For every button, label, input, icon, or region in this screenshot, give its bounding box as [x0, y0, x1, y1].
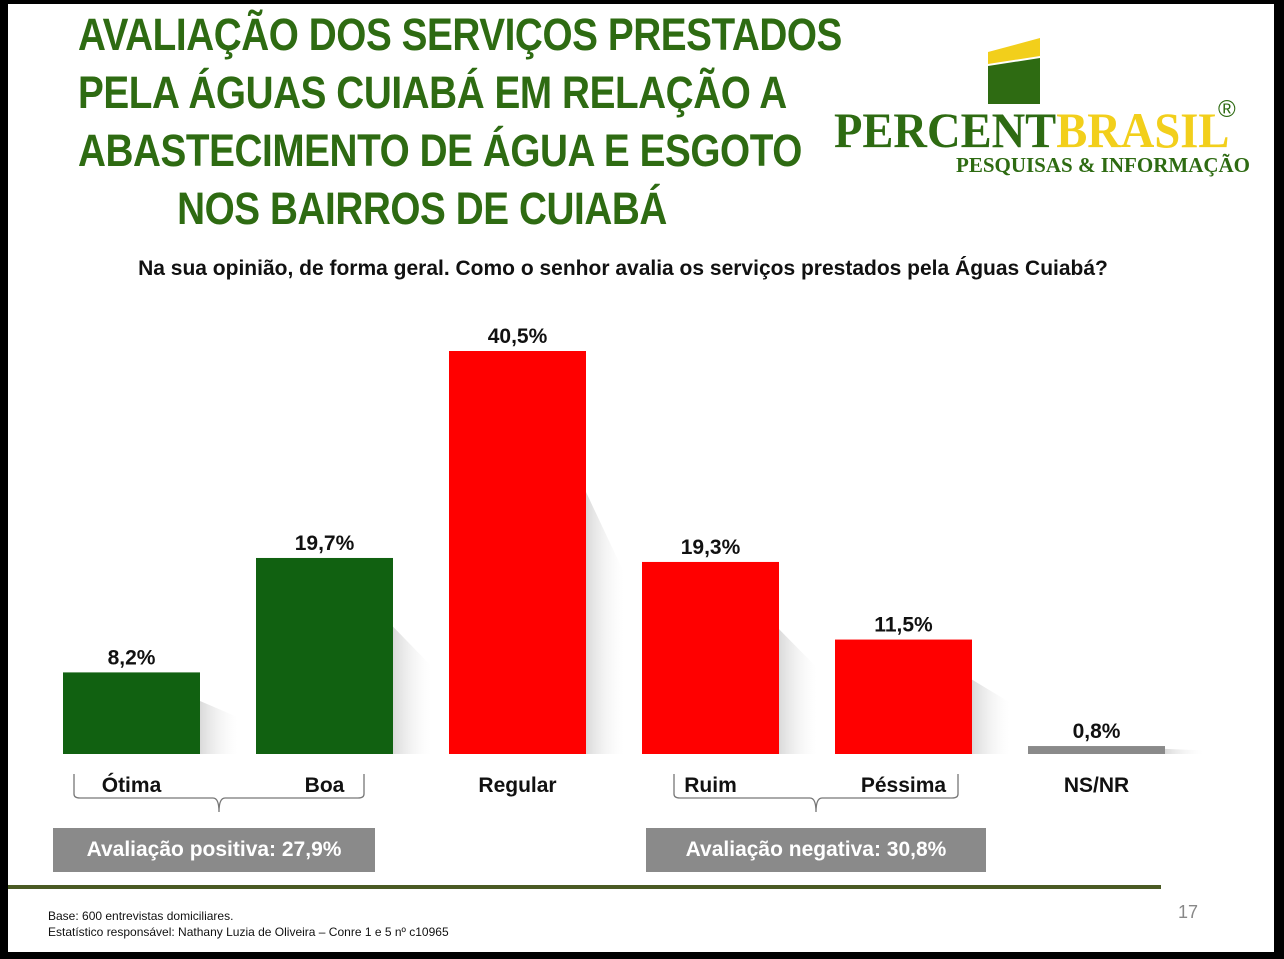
- slide: AVALIAÇÃO DOS SERVIÇOS PRESTADOS PELA ÁG…: [8, 4, 1274, 952]
- logo-word-brasil: BRASIL: [1056, 102, 1230, 158]
- bracket-positive: [73, 774, 365, 813]
- bar-2: [449, 351, 586, 754]
- percentbrasil-logo: PERCENTBRASIL ® PESQUISAS & INFORMAÇÃO: [826, 34, 1250, 184]
- bar-value-label: 8,2%: [108, 646, 156, 669]
- bar-shadow: [200, 700, 238, 754]
- category-label: Ruim: [684, 774, 737, 797]
- logo-flag-icon: [988, 38, 1040, 104]
- category-label: Péssima: [861, 774, 947, 797]
- bar-shadow: [586, 492, 624, 754]
- title-line: AVALIAÇÃO DOS SERVIÇOS PRESTADOS: [78, 9, 842, 60]
- category-label: NS/NR: [1064, 774, 1129, 797]
- bracket-negative: [673, 774, 959, 813]
- bar-value-label: 19,7%: [295, 532, 355, 555]
- bar-chart: 8,2% Ótima 19,7% Boa 40,5% Regular 19,3% Ruim 11…: [63, 325, 1203, 813]
- bar-3: [642, 561, 779, 754]
- bar-value-label: 19,3%: [681, 536, 741, 559]
- footer-base: Base: 600 entrevistas domiciliares.: [48, 909, 234, 923]
- category-label: Regular: [478, 774, 556, 797]
- category-label: Boa: [305, 774, 345, 797]
- bar-4: [835, 639, 972, 754]
- logo-word-percent: PERCENT: [834, 102, 1057, 158]
- chart-question: Na sua opinião, de forma geral. Como o s…: [138, 257, 1108, 280]
- title-line: ABASTECIMENTO DE ÁGUA E ESGOTO: [78, 125, 802, 176]
- logo-subtitle: PESQUISAS & INFORMAÇÃO: [956, 153, 1251, 177]
- footer-statistician: Estatístico responsável: Nathany Luzia d…: [48, 925, 449, 939]
- footer-notes: Base: 600 entrevistas domiciliares. Esta…: [48, 908, 449, 940]
- logo-wordmark: PERCENTBRASIL: [834, 102, 1229, 158]
- bar-shadow: [972, 679, 1010, 754]
- registered-mark: ®: [1218, 96, 1236, 123]
- title-line: NOS BAIRROS DE CUIABÁ: [177, 183, 667, 234]
- bar-shadow: [1165, 748, 1203, 754]
- bar-1: [256, 557, 393, 754]
- positive-summary-badge: Avaliação positiva: 27,9%: [53, 828, 375, 872]
- page-title: AVALIAÇÃO DOS SERVIÇOS PRESTADOS PELA ÁG…: [78, 6, 842, 238]
- bar-5: [1028, 746, 1165, 754]
- footer-divider: [8, 885, 1161, 889]
- title-line: PELA ÁGUAS CUIABÁ EM RELAÇÃO A: [78, 67, 787, 118]
- bar-shadow: [779, 629, 817, 754]
- bar-value-label: 40,5%: [488, 325, 548, 348]
- page-number: 17: [1178, 902, 1199, 922]
- category-label: Ótima: [102, 773, 162, 797]
- bar-shadow: [393, 626, 431, 754]
- negative-summary-badge: Avaliação negativa: 30,8%: [646, 828, 986, 872]
- bar-value-label: 11,5%: [874, 614, 933, 637]
- bar-value-label: 0,8%: [1073, 720, 1121, 743]
- bar-0: [63, 672, 200, 754]
